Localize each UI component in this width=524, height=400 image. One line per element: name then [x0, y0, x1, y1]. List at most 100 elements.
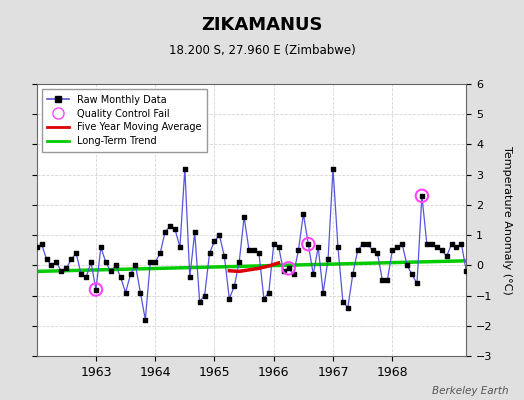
Point	[255, 250, 263, 256]
Point	[438, 247, 446, 254]
Point	[329, 166, 337, 172]
Point	[383, 277, 391, 284]
Point	[215, 232, 224, 238]
Point	[200, 292, 209, 299]
Point	[102, 259, 110, 266]
Point	[324, 256, 332, 262]
Point	[181, 166, 189, 172]
Point	[97, 244, 105, 250]
Point	[428, 241, 436, 247]
Point	[373, 250, 381, 256]
Point	[354, 247, 362, 254]
Point	[220, 253, 228, 260]
Point	[408, 271, 416, 278]
Point	[260, 295, 268, 302]
Point	[442, 253, 451, 260]
Point	[309, 271, 318, 278]
Point	[492, 271, 500, 278]
Point	[457, 241, 466, 247]
Point	[511, 262, 520, 268]
Point	[398, 241, 406, 247]
Point	[240, 214, 248, 220]
Point	[275, 244, 283, 250]
Point	[285, 265, 293, 272]
Point	[299, 211, 308, 217]
Point	[368, 247, 377, 254]
Point	[92, 286, 100, 293]
Point	[92, 286, 100, 293]
Point	[289, 271, 298, 278]
Point	[122, 289, 130, 296]
Point	[132, 262, 140, 268]
Point	[210, 238, 219, 244]
Point	[195, 298, 204, 305]
Point	[363, 241, 372, 247]
Point	[269, 241, 278, 247]
Point	[126, 271, 135, 278]
Point	[136, 289, 145, 296]
Point	[250, 247, 258, 254]
Point	[304, 241, 312, 247]
Point	[156, 250, 165, 256]
Point	[151, 259, 159, 266]
Point	[205, 250, 214, 256]
Point	[467, 244, 475, 250]
Point	[413, 280, 421, 287]
Point	[82, 274, 90, 281]
Point	[116, 274, 125, 281]
Point	[87, 259, 95, 266]
Point	[176, 244, 184, 250]
Point	[171, 226, 179, 232]
Point	[418, 193, 426, 199]
Point	[279, 268, 288, 274]
Point	[67, 256, 75, 262]
Point	[517, 274, 524, 281]
Point	[265, 289, 273, 296]
Point	[462, 268, 471, 274]
Point	[319, 289, 328, 296]
Point	[348, 271, 357, 278]
Point	[501, 262, 510, 268]
Point	[191, 229, 199, 235]
Point	[230, 283, 238, 290]
Legend: Raw Monthly Data, Quality Control Fail, Five Year Moving Average, Long-Term Tren: Raw Monthly Data, Quality Control Fail, …	[41, 89, 207, 152]
Point	[77, 271, 85, 278]
Point	[146, 259, 155, 266]
Point	[47, 262, 56, 268]
Point	[72, 250, 80, 256]
Point	[482, 253, 490, 260]
Text: Berkeley Earth: Berkeley Earth	[432, 386, 508, 396]
Point	[141, 316, 149, 323]
Point	[358, 241, 367, 247]
Point	[447, 241, 456, 247]
Point	[285, 265, 293, 272]
Text: ZIKAMANUS: ZIKAMANUS	[201, 16, 323, 34]
Point	[393, 244, 401, 250]
Point	[472, 320, 481, 326]
Point	[452, 244, 461, 250]
Point	[339, 298, 347, 305]
Point	[52, 259, 61, 266]
Point	[423, 241, 431, 247]
Point	[388, 247, 397, 254]
Point	[185, 274, 194, 281]
Point	[245, 247, 253, 254]
Point	[235, 259, 243, 266]
Point	[57, 268, 66, 274]
Point	[314, 244, 322, 250]
Point	[166, 223, 174, 229]
Point	[507, 265, 515, 272]
Point	[497, 280, 505, 287]
Point	[42, 256, 51, 262]
Point	[403, 262, 411, 268]
Point	[161, 229, 169, 235]
Y-axis label: Temperature Anomaly (°C): Temperature Anomaly (°C)	[502, 146, 512, 294]
Point	[334, 244, 342, 250]
Point	[106, 268, 115, 274]
Point	[32, 244, 41, 250]
Point	[418, 193, 426, 199]
Point	[304, 241, 312, 247]
Point	[225, 295, 234, 302]
Point	[37, 241, 46, 247]
Point	[378, 277, 387, 284]
